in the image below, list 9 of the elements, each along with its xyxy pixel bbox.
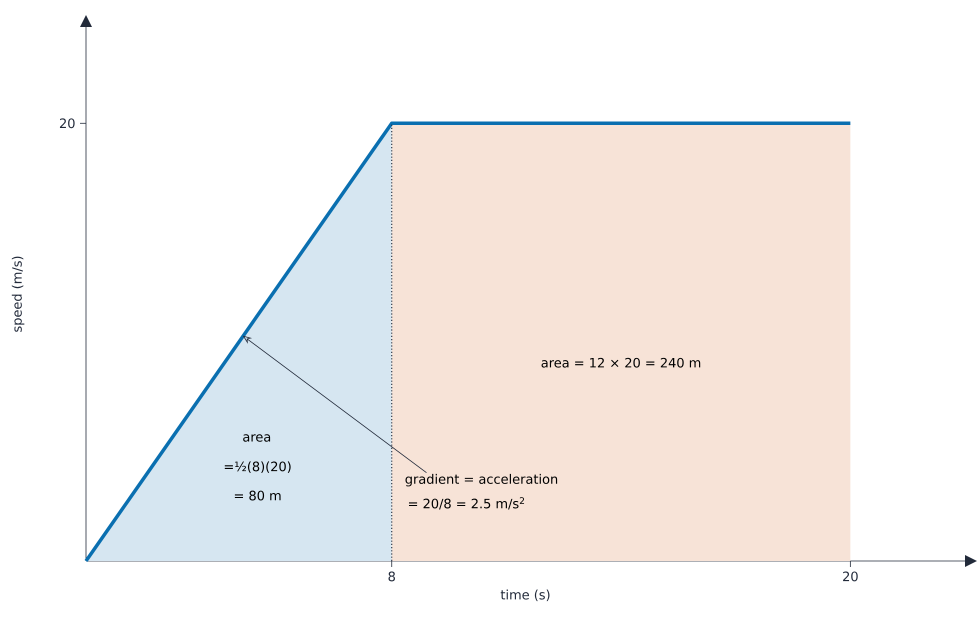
annotation: = 20/8 = 2.5 m/s$^{2}$ <box>408 497 524 510</box>
y-axis-title: speed (m/s) <box>12 256 24 332</box>
x-axis-title: time (s) <box>500 590 550 602</box>
annotation: = 80 m <box>234 490 281 500</box>
annotation: area <box>243 434 270 442</box>
x-tick-label: 8 <box>388 572 395 582</box>
annotation: =½(8)(20) <box>224 461 291 473</box>
annotation: area = 12 × 20 = 240 m <box>542 358 700 368</box>
annotation: gradient = acceleration <box>406 474 558 486</box>
